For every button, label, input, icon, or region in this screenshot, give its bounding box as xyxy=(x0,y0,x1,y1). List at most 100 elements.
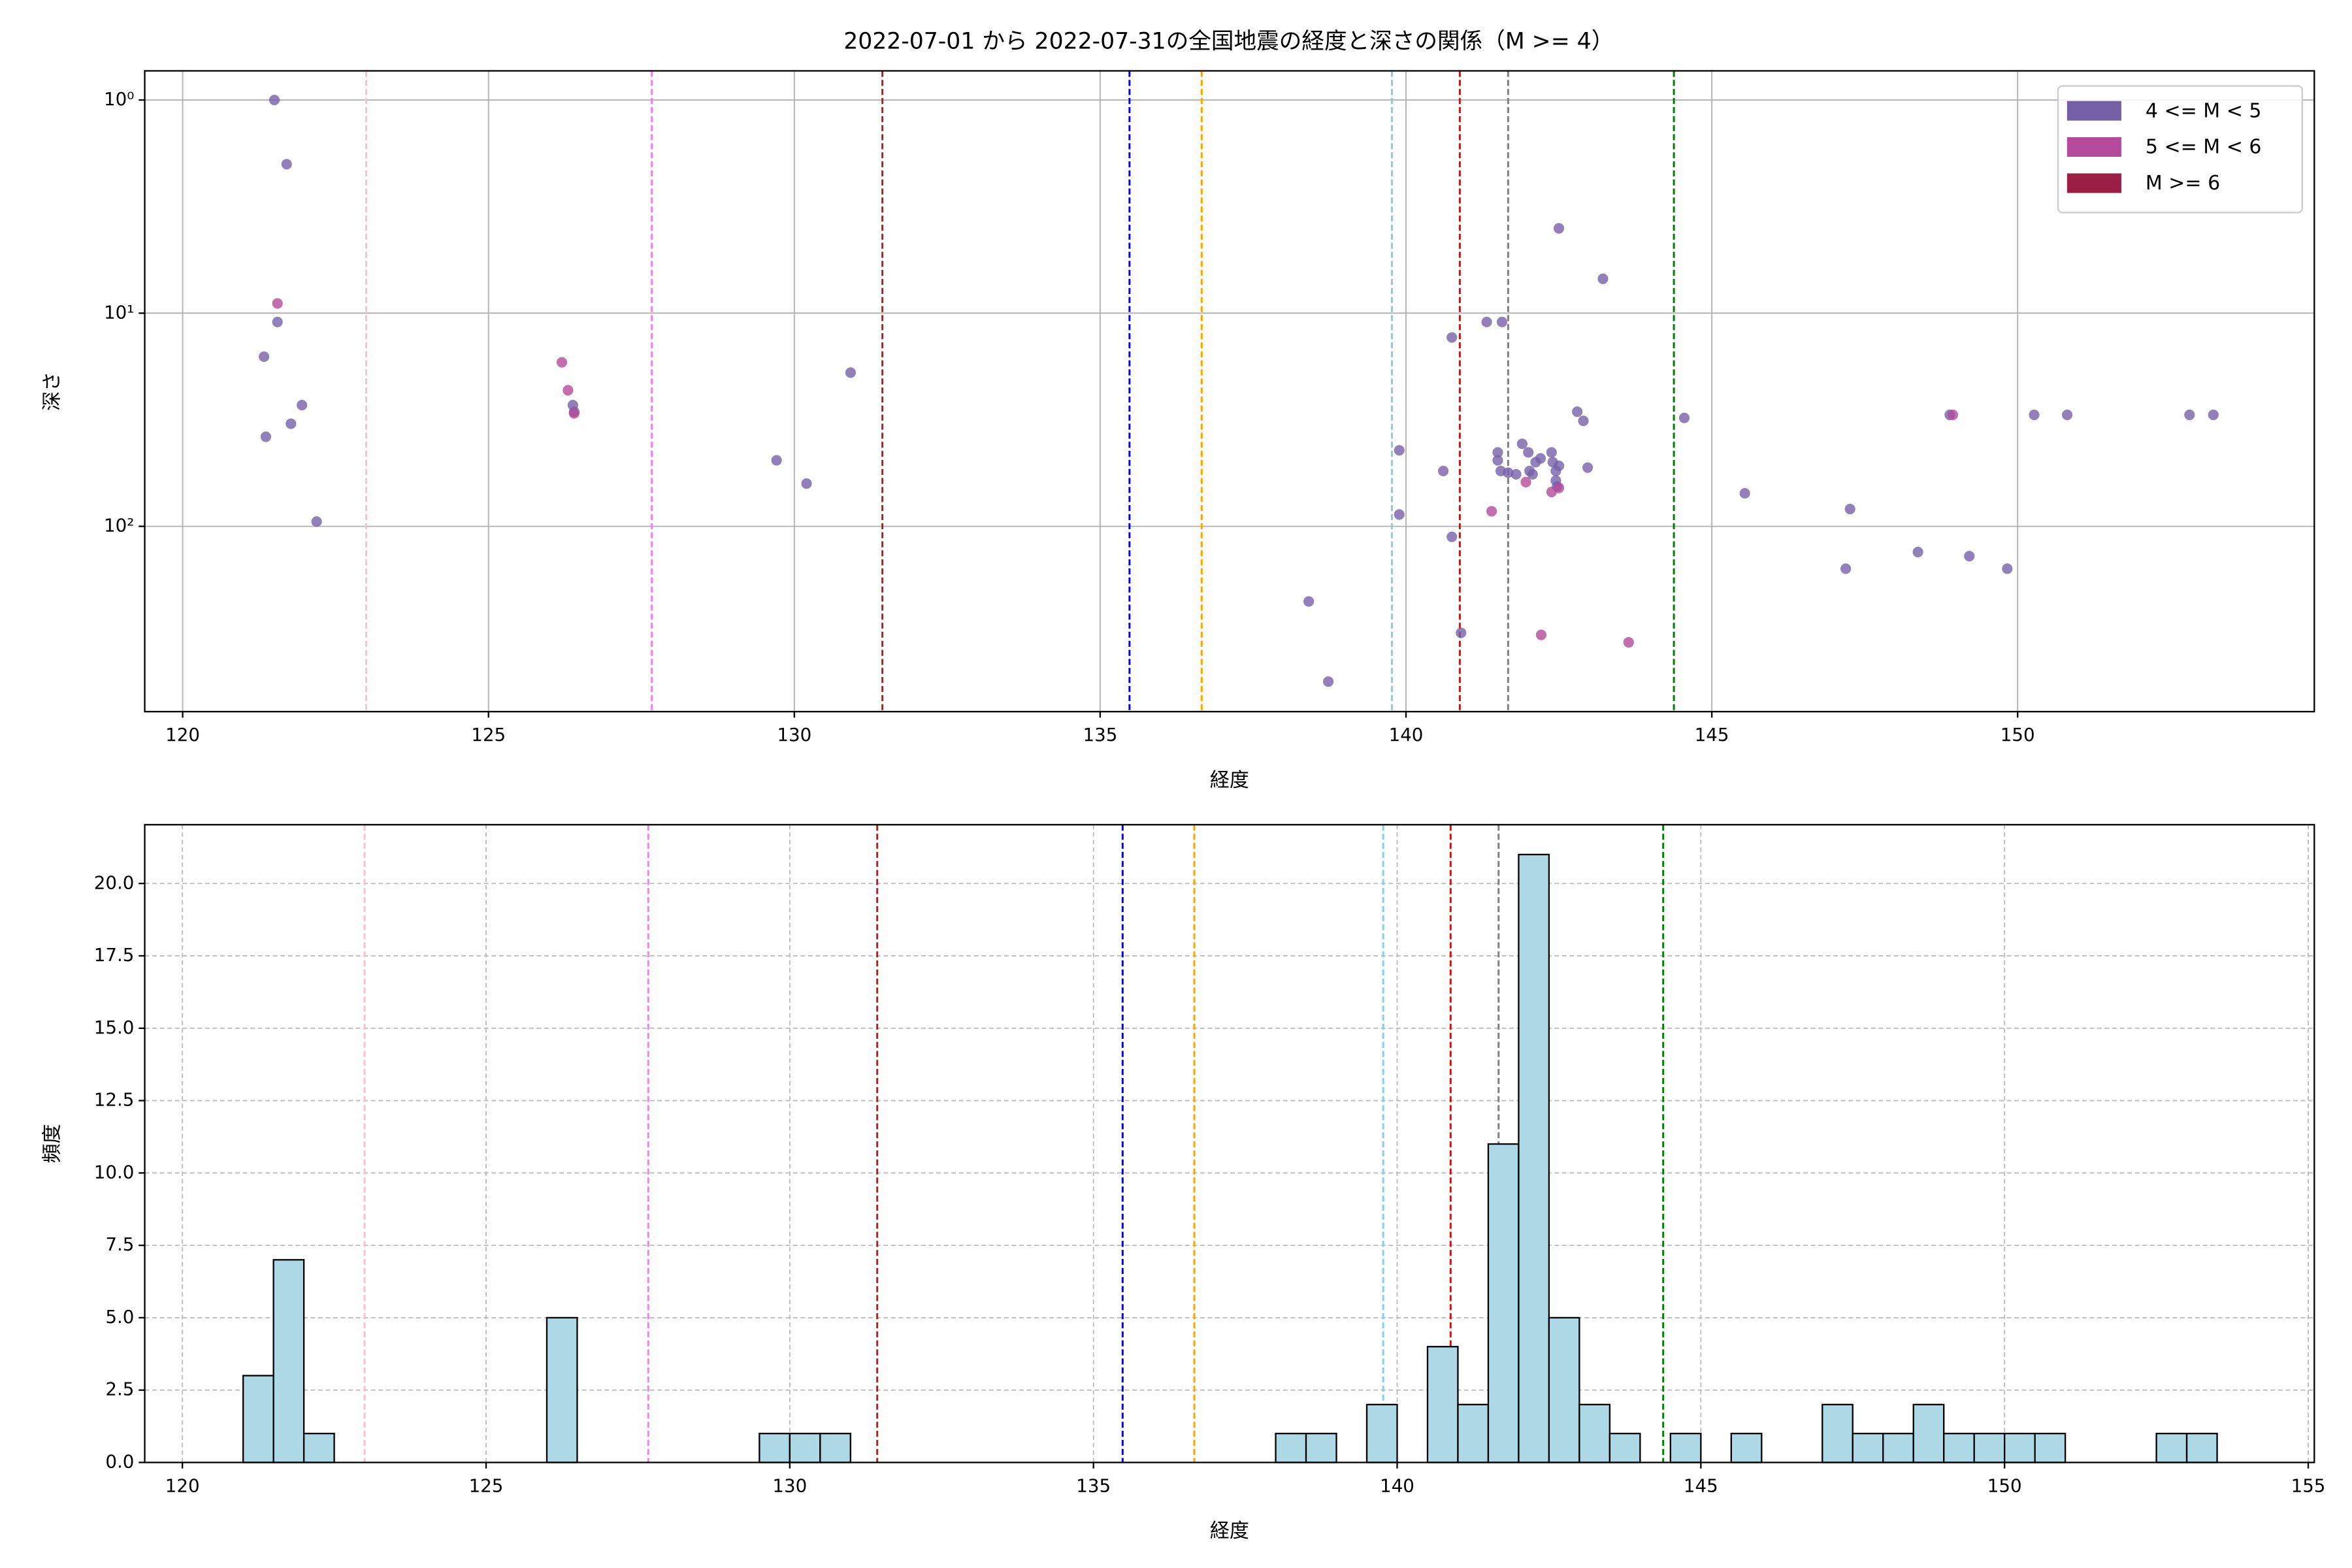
point xyxy=(1535,453,1546,464)
point xyxy=(1623,637,1634,648)
axes-frame xyxy=(144,824,2315,1463)
y-tick-label: 5.0 xyxy=(105,1306,134,1328)
point xyxy=(1554,223,1565,234)
x-axis-label: 経度 xyxy=(1210,1520,1249,1543)
point xyxy=(1520,476,1531,487)
x-tick-label: 125 xyxy=(469,1475,504,1496)
point xyxy=(1912,546,1923,558)
point xyxy=(1446,531,1458,542)
point xyxy=(1964,551,1975,562)
y-tick-label: 15.0 xyxy=(94,1017,135,1038)
point xyxy=(1511,468,1522,480)
y-tick-label: 10¹ xyxy=(104,301,134,323)
x-tick-label: 145 xyxy=(1684,1475,1718,1496)
y-tick-label: 0.0 xyxy=(105,1450,134,1472)
bar xyxy=(1275,1432,1307,1463)
point xyxy=(1516,438,1527,449)
x-tick-label: 130 xyxy=(772,1475,807,1496)
x-tick-label: 120 xyxy=(165,724,200,745)
point xyxy=(1523,447,1534,458)
bar xyxy=(819,1432,851,1463)
legend-label: 4 <= M < 5 xyxy=(2146,99,2262,122)
bar xyxy=(1426,1346,1459,1463)
axes-frame xyxy=(144,70,2315,713)
y-tick-label: 10.0 xyxy=(94,1161,135,1183)
y-tick-label: 10² xyxy=(104,515,134,536)
point xyxy=(2029,409,2040,421)
bar xyxy=(1973,1432,2006,1463)
y-tick-label: 10⁰ xyxy=(104,88,134,110)
y-tick-label: 20.0 xyxy=(94,872,135,893)
point xyxy=(1492,455,1503,466)
point xyxy=(272,298,283,309)
x-tick-label: 140 xyxy=(1380,1475,1414,1496)
point xyxy=(845,367,857,378)
point xyxy=(1572,406,1583,417)
x-tick-label: 135 xyxy=(1076,1475,1111,1496)
bar xyxy=(1457,1403,1490,1463)
legend-label: 5 <= M < 6 xyxy=(2146,136,2262,159)
bar xyxy=(759,1432,791,1463)
y-tick-label: 2.5 xyxy=(105,1379,134,1400)
point xyxy=(801,478,812,489)
point xyxy=(1578,416,1589,427)
point xyxy=(563,385,574,396)
chart-title: 2022-07-01 から 2022-07-31の全国地震の経度と深さの関係（M… xyxy=(843,29,1614,55)
y-tick-label: 12.5 xyxy=(94,1089,135,1111)
bar xyxy=(1548,1316,1580,1463)
bar xyxy=(1730,1432,1763,1463)
y-tick-label: 7.5 xyxy=(105,1233,134,1255)
legend-swatch xyxy=(2066,173,2121,193)
point xyxy=(1503,467,1514,478)
point xyxy=(1446,332,1458,343)
point xyxy=(556,357,568,368)
point xyxy=(260,431,271,442)
y-axis-label: 深さ xyxy=(41,372,63,411)
x-tick-label: 130 xyxy=(777,724,811,745)
bar xyxy=(1669,1432,1702,1463)
bar xyxy=(1365,1403,1398,1463)
bar xyxy=(302,1432,335,1463)
bar xyxy=(1518,853,1550,1463)
bar xyxy=(2185,1432,2218,1463)
point xyxy=(2002,563,2013,574)
bar xyxy=(2155,1432,2188,1463)
point xyxy=(259,351,270,363)
point xyxy=(1535,629,1547,640)
x-tick-label: 140 xyxy=(1389,724,1424,745)
y-tick-label: 17.5 xyxy=(94,944,135,966)
point xyxy=(2061,409,2073,421)
bar xyxy=(1578,1403,1611,1463)
point xyxy=(281,159,292,170)
point xyxy=(1456,627,1467,638)
point xyxy=(1486,506,1497,517)
bar xyxy=(1305,1432,1337,1463)
bar xyxy=(242,1375,274,1463)
point xyxy=(568,408,580,419)
point xyxy=(1844,504,1855,515)
x-tick-label: 135 xyxy=(1083,724,1117,745)
point xyxy=(1323,676,1334,687)
point xyxy=(1496,316,1508,327)
bar xyxy=(546,1316,578,1463)
point xyxy=(297,400,308,411)
bar xyxy=(2004,1432,2036,1463)
point xyxy=(1554,482,1565,493)
x-tick-label: 120 xyxy=(165,1475,200,1496)
point xyxy=(1492,447,1503,458)
point xyxy=(286,418,297,429)
x-tick-label: 155 xyxy=(2291,1475,2326,1496)
point xyxy=(1524,465,1535,476)
x-tick-label: 145 xyxy=(1695,724,1729,745)
bar xyxy=(1852,1432,1884,1463)
bar xyxy=(1912,1403,1945,1463)
point xyxy=(1739,487,1750,499)
bar xyxy=(2034,1432,2066,1463)
x-tick-label: 150 xyxy=(2001,724,2035,745)
bar xyxy=(789,1432,821,1463)
point xyxy=(269,94,280,106)
point xyxy=(1554,460,1565,472)
